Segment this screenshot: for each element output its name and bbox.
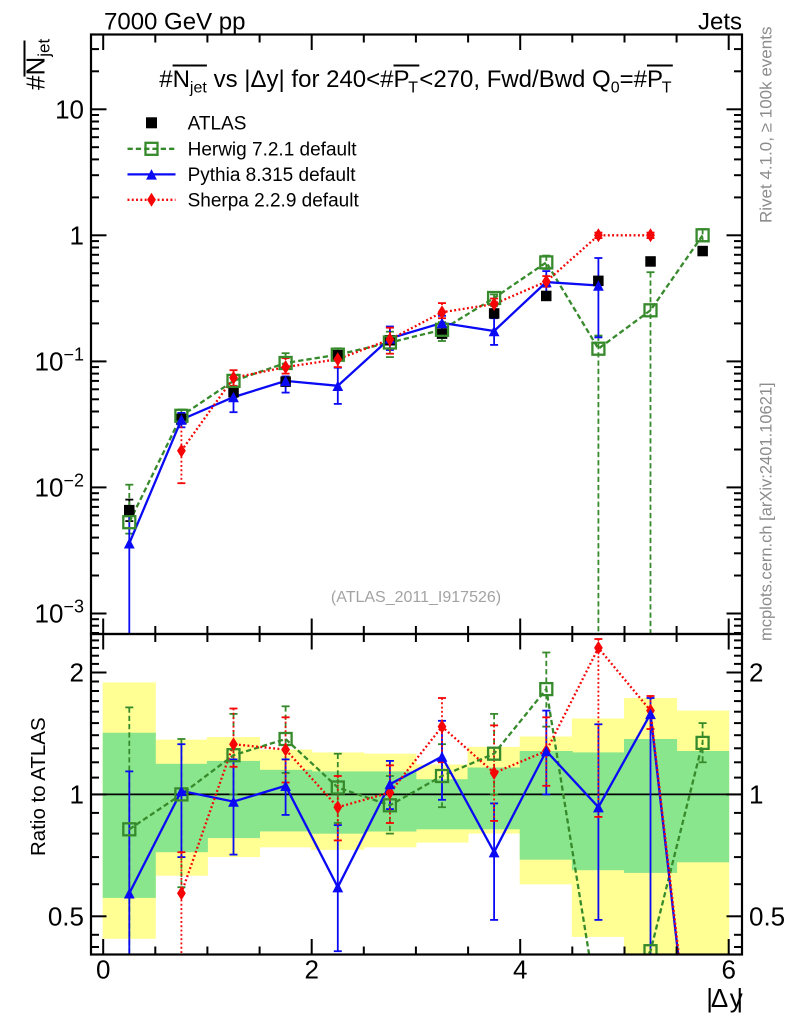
svg-text:0.5: 0.5 xyxy=(48,901,84,931)
svg-text:T: T xyxy=(662,80,672,97)
svg-text:2: 2 xyxy=(304,955,318,985)
svg-text:Sherpa 2.2.9 default: Sherpa 2.2.9 default xyxy=(188,190,360,211)
svg-text:Rivet 4.1.0, ≥ 100k events: Rivet 4.1.0, ≥ 100k events xyxy=(757,27,776,223)
svg-text:2: 2 xyxy=(70,658,84,688)
svg-text:|: | xyxy=(736,983,743,1013)
svg-text:10: 10 xyxy=(55,94,84,124)
svg-text:1: 1 xyxy=(70,779,84,809)
svg-text:=#P: =#P xyxy=(620,66,663,93)
svg-text:T: T xyxy=(408,80,418,97)
svg-text:<270, Fwd/Bwd Q: <270, Fwd/Bwd Q xyxy=(419,66,610,93)
svg-text:Pythia 8.315 default: Pythia 8.315 default xyxy=(188,165,357,186)
svg-text:jet: jet xyxy=(189,80,207,97)
svg-text:y: y xyxy=(730,983,743,1013)
svg-text:Herwig 7.2.1 default: Herwig 7.2.1 default xyxy=(188,139,358,160)
svg-text:Jets: Jets xyxy=(698,9,742,36)
svg-text:Δ: Δ xyxy=(711,983,728,1013)
svg-text:(ATLAS_2011_I917526): (ATLAS_2011_I917526) xyxy=(331,589,501,606)
svg-text:10−2: 10−2 xyxy=(35,470,84,502)
svg-text:1: 1 xyxy=(749,779,763,809)
svg-text:7000 GeV pp: 7000 GeV pp xyxy=(104,9,245,36)
svg-text:6: 6 xyxy=(721,955,735,985)
svg-text:|: | xyxy=(706,983,713,1013)
svg-text:mcplots.cern.ch [arXiv:2401.10: mcplots.cern.ch [arXiv:2401.10621] xyxy=(758,382,776,641)
svg-text:Ratio to ATLAS: Ratio to ATLAS xyxy=(27,717,50,856)
svg-text:2: 2 xyxy=(749,658,763,688)
svg-text:#N: #N xyxy=(159,66,190,93)
svg-text:vs |Δy| for 240<#P: vs |Δy| for 240<#P xyxy=(214,66,410,93)
svg-text:0.5: 0.5 xyxy=(749,901,785,931)
svg-text:0: 0 xyxy=(96,955,110,985)
svg-text:ATLAS: ATLAS xyxy=(188,113,247,134)
svg-text:10−3: 10−3 xyxy=(35,597,84,629)
svg-text:4: 4 xyxy=(513,955,527,985)
svg-text:1: 1 xyxy=(70,220,84,250)
svg-text:0: 0 xyxy=(611,80,620,97)
